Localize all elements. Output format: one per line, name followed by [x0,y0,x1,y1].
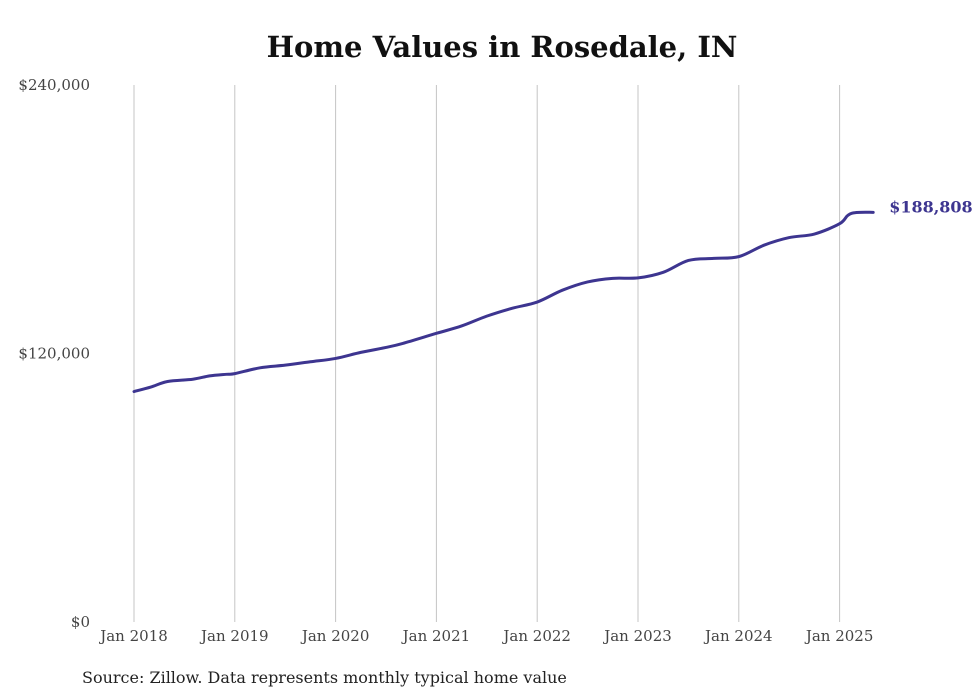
x-tick-label: Jan 2023 [602,627,672,645]
y-tick-label: $240,000 [18,76,90,94]
x-tick-label: Jan 2025 [804,627,874,645]
y-axis-ticks: $0 $120,000 $240,000 [18,76,90,631]
x-tick-label: Jan 2022 [501,627,571,645]
series-line [132,210,875,394]
gridlines [133,85,841,622]
source-note: Source: Zillow. Data represents monthly … [82,668,567,687]
series-layer: $188,808 [132,197,973,394]
chart-title: Home Values in Rosedale, IN [266,30,738,64]
x-tick-label: Jan 2024 [703,627,773,645]
end-value-label: $188,808 [889,197,973,216]
x-tick-label: Jan 2019 [199,627,269,645]
x-tick-label: Jan 2021 [401,627,471,645]
y-tick-label: $0 [71,613,90,631]
y-tick-label: $120,000 [18,345,90,363]
x-tick-label: Jan 2018 [98,627,168,645]
x-axis-ticks: Jan 2018 Jan 2019 Jan 2020 Jan 2021 Jan 2022… [98,627,873,645]
x-tick-label: Jan 2020 [300,627,370,645]
